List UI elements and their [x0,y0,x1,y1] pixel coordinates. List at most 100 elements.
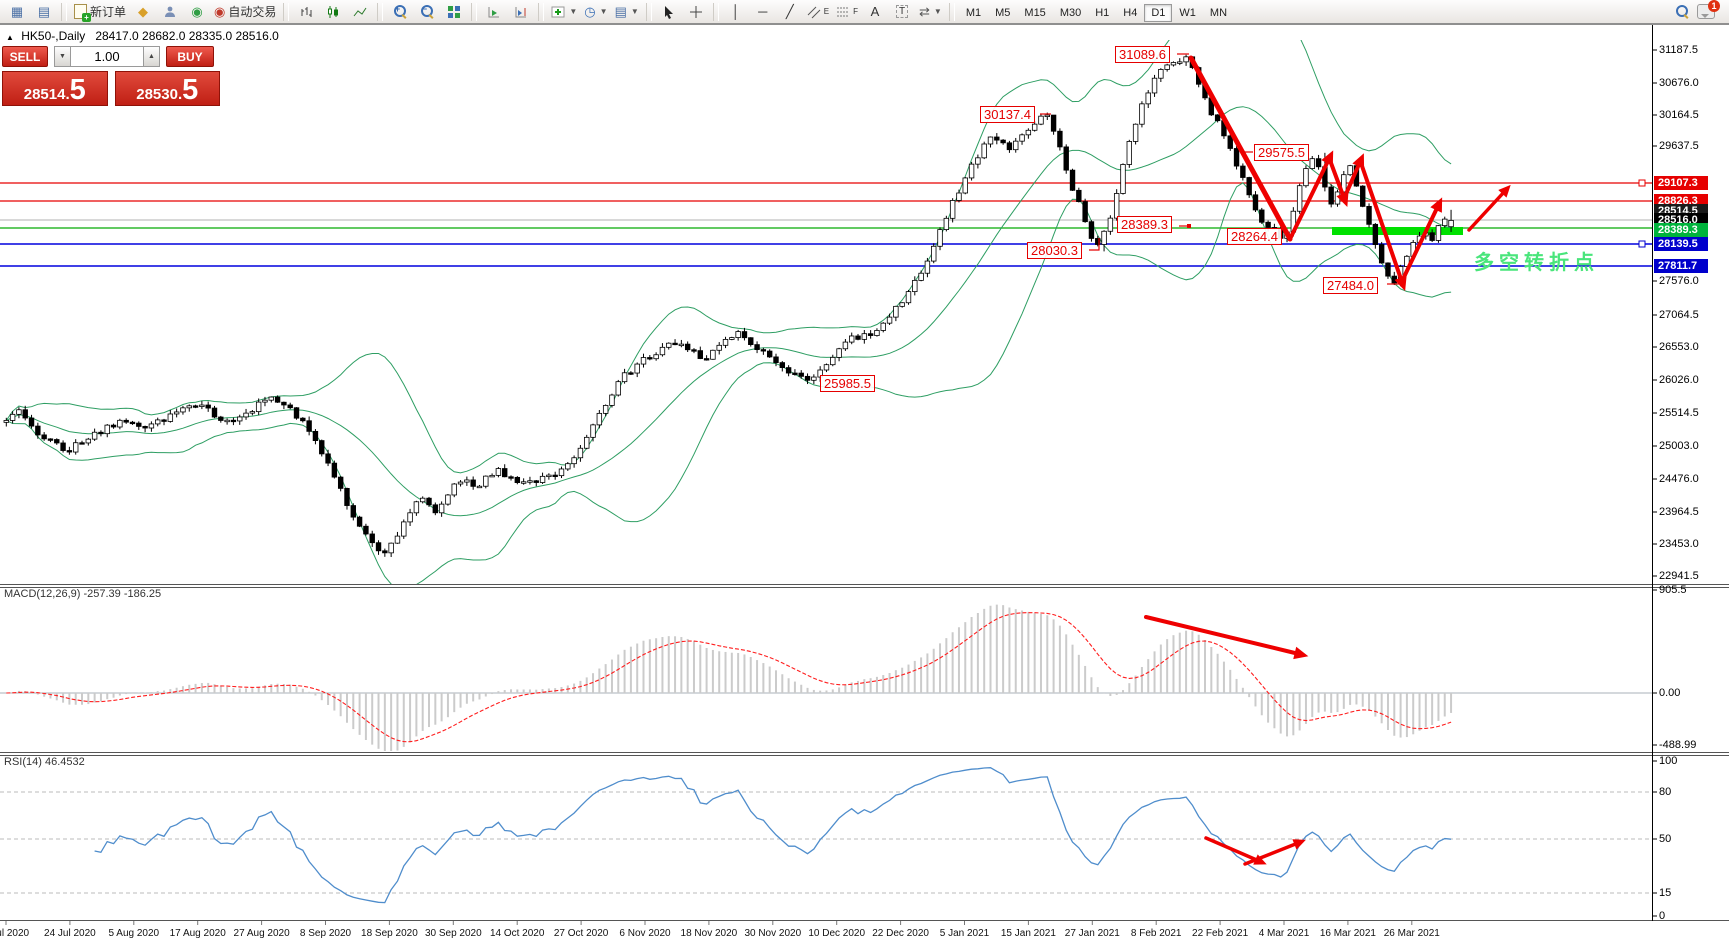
horizontal-line-icon[interactable]: ─ [758,4,768,19]
price-tick: 25003.0 [1659,440,1699,452]
date-label: 15 Jan 2021 [1000,928,1056,939]
price-tick: 26553.0 [1659,341,1699,353]
rsi-plot [0,767,1652,904]
price-tick: 27064.5 [1659,309,1699,321]
rsi-tick: 50 [1659,833,1672,845]
text-label-icon[interactable]: T [889,2,915,22]
channel-icon[interactable]: E [804,2,832,22]
date-label: 17 Aug 2020 [169,928,226,939]
fibonacci-icon[interactable]: F [837,7,859,16]
date-label: 18 Nov 2020 [680,928,738,939]
date-label: 27 Oct 2020 [553,928,609,939]
timeframe-d1[interactable]: D1 [1144,3,1173,22]
sell-price-display[interactable]: 28514. 5 [2,71,108,106]
toolbar-separator [645,2,652,21]
cursor-icon[interactable] [656,2,682,22]
horizontal-levels [0,182,1652,267]
volume-input[interactable] [71,46,143,67]
date-label: 14 Oct 2020 [489,928,545,939]
symbol-period-label: HK50-,Daily [21,29,86,43]
new-order-icon [74,4,91,22]
auto-trading-icon: ◉ [214,4,226,19]
date-label: 24 Jul 2020 [44,928,96,939]
tile-windows-icon[interactable] [441,2,467,22]
rsi-tick: 15 [1659,887,1672,899]
charts-window-icon[interactable]: ▦ [10,4,24,19]
volume-increase-button[interactable]: ▲ [143,46,160,67]
window-triangle-icon: ▲ [6,33,14,42]
price-tick: 30164.5 [1659,109,1699,121]
price-callout: 31089.6 [1115,46,1170,63]
macd-tick: 0.00 [1659,687,1681,699]
timeframe-m1[interactable]: M1 [965,6,982,19]
date-label: 22 Dec 2020 [872,928,929,939]
timeframe-m15[interactable]: M15 [1024,6,1046,19]
toolbar-separator [61,2,67,21]
timeframe-mn[interactable]: MN [1209,6,1228,19]
crosshair-icon[interactable] [683,2,709,22]
profiles-icon[interactable]: ▤ [37,4,51,19]
toolbar-separator [471,2,478,21]
macd-tick: 905.5 [1659,584,1687,596]
auto-trading-button[interactable]: ◉ 自动交易 [211,2,279,22]
search-icon[interactable] [1676,5,1689,19]
one-click-trading-panel: SELL ▼ ▲ BUY 28514.5 28530.5 [2,46,220,106]
text-icon[interactable]: A [870,4,880,19]
notifications-icon[interactable]: 1 [1697,0,1720,19]
alerts-icon[interactable]: ◆ [138,4,149,19]
price-tick: 22941.5 [1659,570,1699,582]
date-label: 4 Mar 2021 [1258,928,1310,939]
vertical-line-icon[interactable]: │ [731,4,740,19]
price-callout: 30137.4 [980,106,1035,123]
timeframe-m30[interactable]: M30 [1059,6,1082,19]
notification-badge: 1 [1708,0,1720,12]
volume-decrease-button[interactable]: ▼ [54,46,71,67]
new-order-label: 新订单 [90,5,127,19]
price-tick: 25514.5 [1659,407,1699,419]
request-icon[interactable] [157,2,183,22]
candlestick-chart-icon[interactable] [320,2,346,22]
line-chart-icon[interactable] [347,2,373,22]
price-callout: 28030.3 [1027,242,1082,259]
price-tick: 26026.0 [1659,374,1699,386]
arrows-objects-icon[interactable]: ⇄ ▼ [919,4,942,19]
date-label: 18 Sep 2020 [361,928,418,939]
date-label: 5 Aug 2020 [108,928,160,939]
buy-price-display[interactable]: 28530. 5 [114,71,220,106]
price-tick: 31187.5 [1659,44,1698,56]
zoom-out-icon[interactable]: − [414,2,440,22]
signals-icon[interactable]: ◉ [191,4,203,19]
date-label: 8 Feb 2021 [1130,928,1182,939]
templates-icon[interactable]: ▤ ▼ [614,4,639,19]
price-badge: 29107.3 [1654,176,1708,190]
bar-chart-icon[interactable] [293,2,319,22]
timeframe-m5[interactable]: M5 [995,6,1011,19]
price-callout: 28264.4 [1227,228,1282,245]
date-label: 26 Mar 2021 [1383,928,1440,939]
date-label: 4 Jul 2020 [0,928,30,939]
price-tick: 29637.5 [1659,140,1699,152]
timeframe-h1[interactable]: H1 [1095,6,1110,19]
auto-scroll-icon[interactable] [481,2,507,22]
axes [0,24,1729,925]
date-label: 27 Jan 2021 [1064,928,1120,939]
periods-icon[interactable]: ◷ ▼ [584,4,608,19]
price-callout: 28389.3 [1117,216,1172,233]
new-order-button[interactable]: 新订单 [71,2,129,22]
trendline-icon[interactable]: ╱ [785,4,794,19]
sell-button[interactable]: SELL [2,46,48,67]
date-label: 5 Jan 2021 [939,928,990,939]
chart-shift-icon[interactable] [508,2,534,22]
toolbar-separator [377,2,384,21]
toolbar-separator [538,2,545,21]
main-toolbar: ▦ ▤ 新订单 ◆ ◉ ◉自动交易 + − ▼ ◷▼ ▤▼ │ ─ ╱ E F … [0,0,1729,24]
timeframe-w1[interactable]: W1 [1179,6,1196,19]
zoom-in-icon[interactable]: + [387,2,413,22]
price-callout: 27484.0 [1323,277,1378,294]
candles [3,54,1454,557]
indicators-icon[interactable]: ▼ [548,2,580,22]
buy-button[interactable]: BUY [166,46,214,67]
timeframe-h4[interactable]: H4 [1123,6,1138,19]
